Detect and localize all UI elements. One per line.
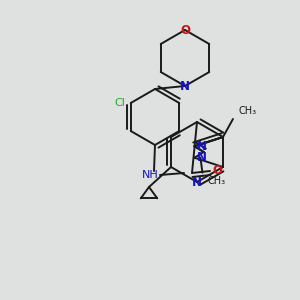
Text: N: N [192, 176, 202, 188]
Text: Cl: Cl [114, 98, 125, 108]
Text: O: O [180, 23, 190, 37]
Text: N: N [180, 80, 190, 92]
Text: CH₃: CH₃ [207, 176, 226, 186]
Text: N: N [196, 151, 206, 164]
Text: O: O [212, 164, 222, 178]
Text: CH₃: CH₃ [239, 106, 257, 116]
Text: N: N [196, 140, 206, 153]
Text: NH: NH [142, 170, 158, 180]
